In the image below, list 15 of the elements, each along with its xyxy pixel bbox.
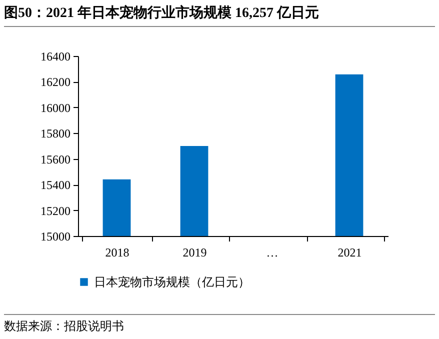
y-tick-label: 16200 (40, 75, 70, 90)
source-note: 数据来源：招股说明书 (4, 314, 435, 335)
y-tick-label: 15200 (40, 204, 70, 218)
y-tick-label: 15600 (40, 152, 70, 166)
x-tick-label: 2018 (105, 246, 130, 260)
x-tick-label: 2021 (338, 246, 362, 260)
y-tick-label: 15000 (40, 230, 70, 244)
y-tick-label: 16000 (40, 100, 70, 115)
legend-label: 日本宠物市场规模（亿日元） (94, 275, 250, 289)
y-tick-label: 15400 (40, 178, 70, 192)
chart-title: 图50：2021 年日本宠物行业市场规模 16,257 亿日元 (4, 4, 435, 27)
x-tick-label: … (266, 246, 278, 260)
x-tick-label: 2019 (182, 246, 207, 260)
y-tick-label: 15800 (40, 126, 70, 141)
y-tick-label: 16400 (40, 50, 70, 64)
